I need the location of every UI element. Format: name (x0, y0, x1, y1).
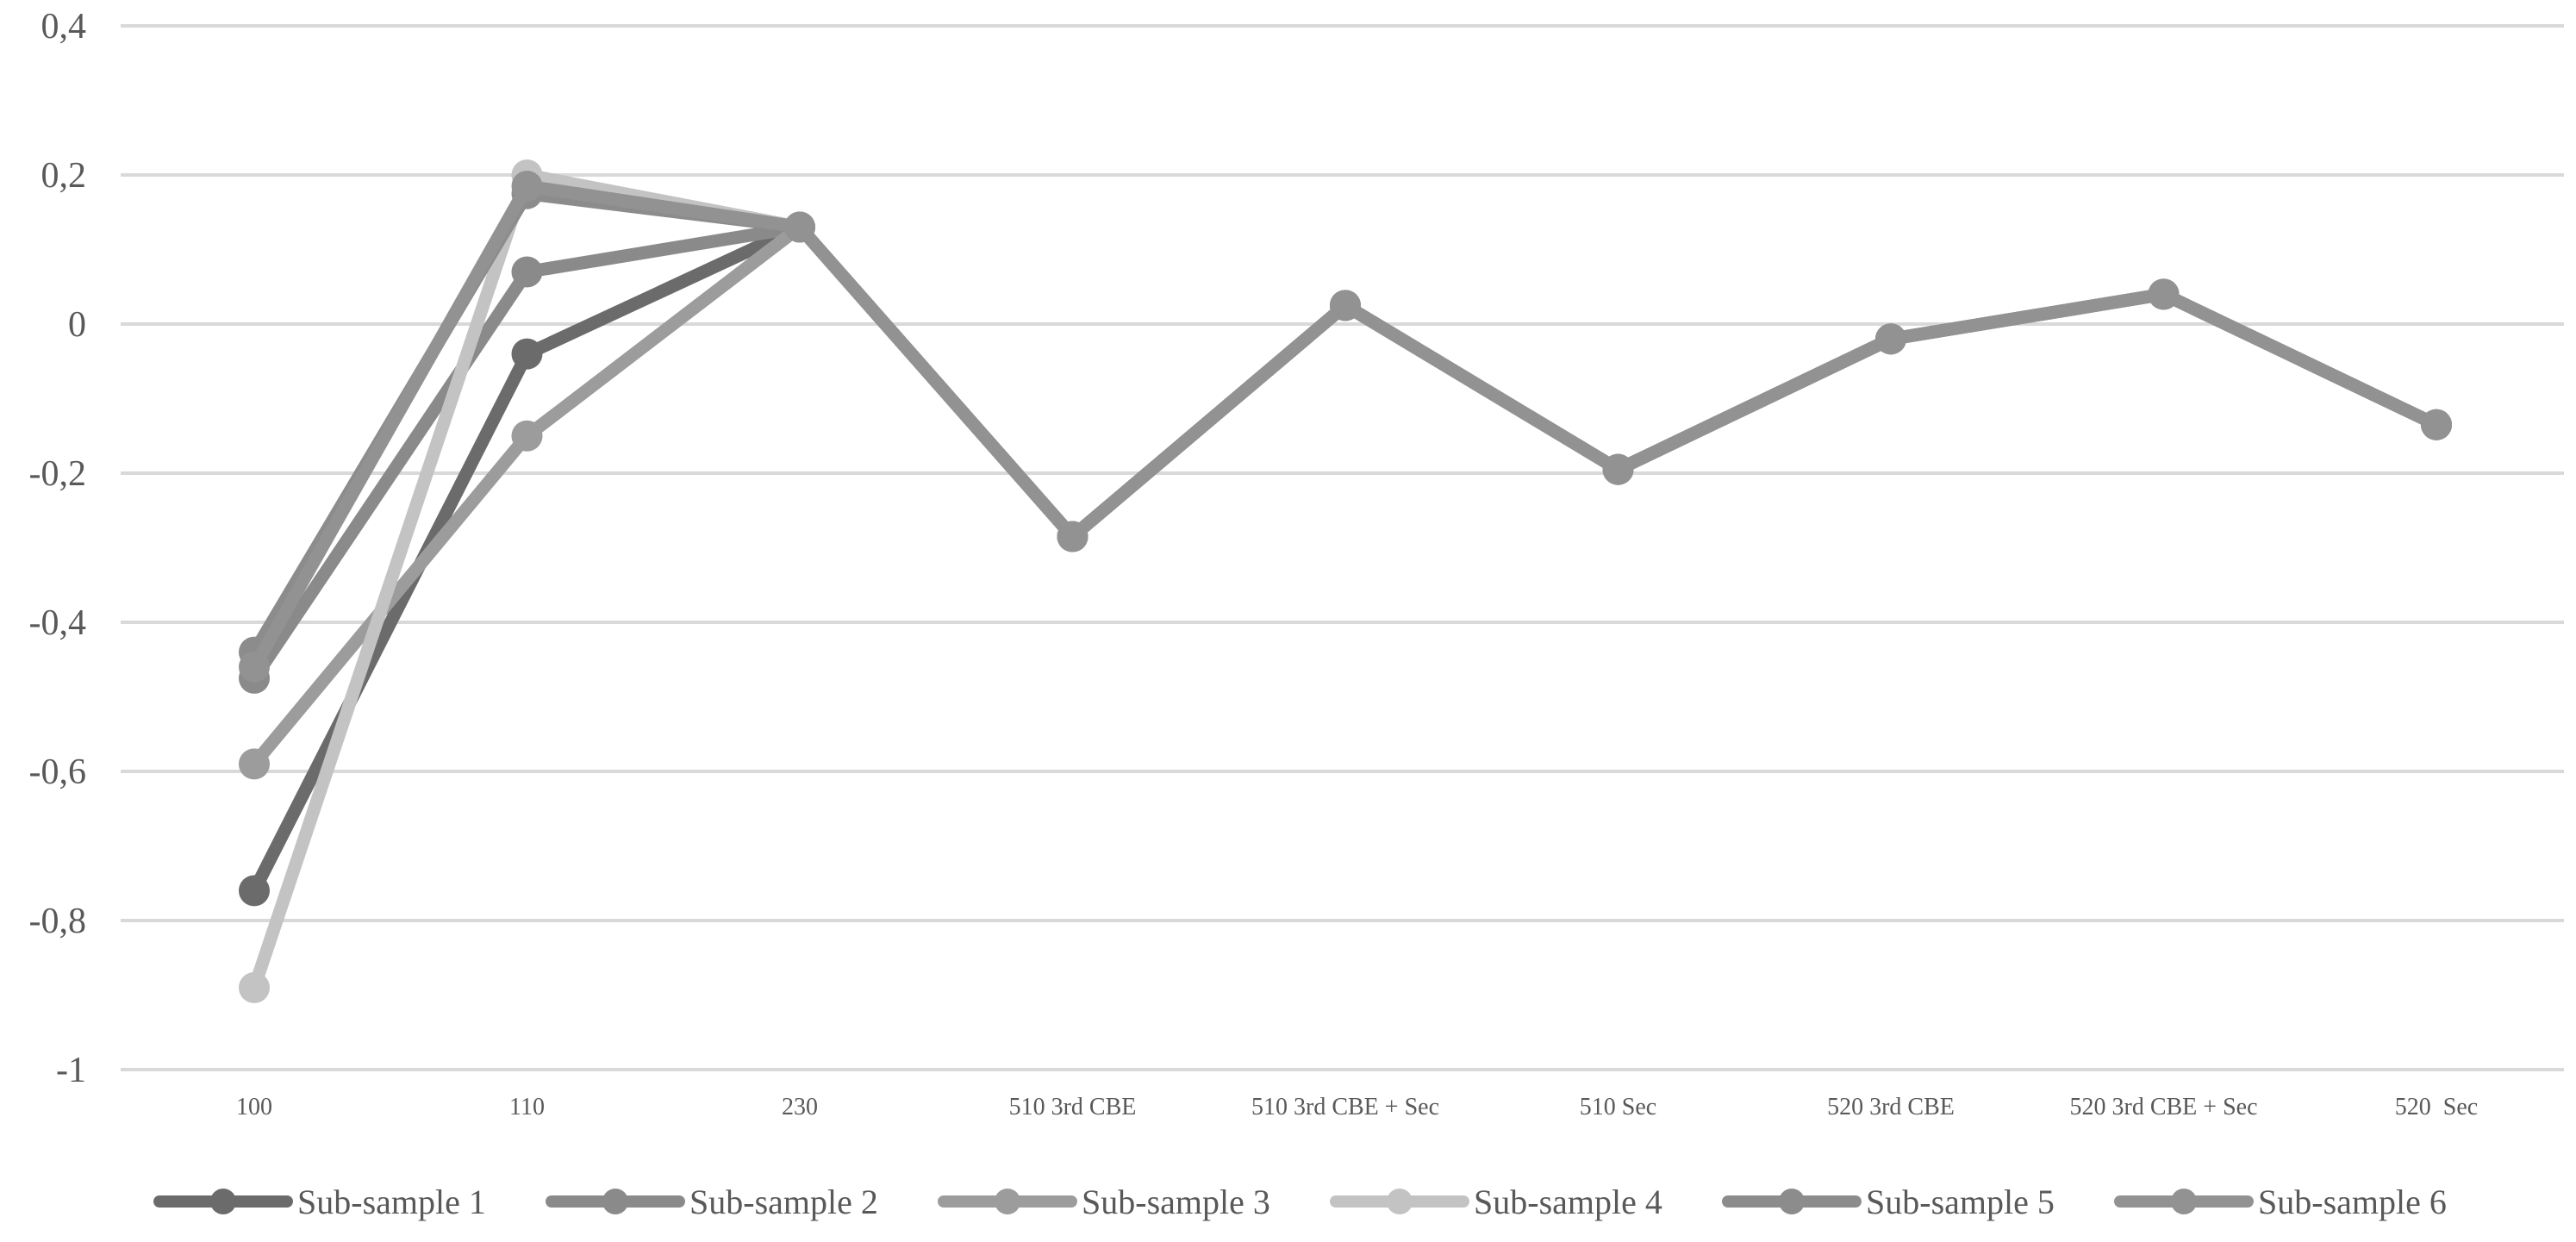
x-axis-tick-labels: 100 110 230 510 3rd CBE 510 3rd CBE + Sec 510… (236, 1094, 2478, 1120)
data-point (511, 338, 543, 370)
y-tick-label: -0,2 (29, 454, 87, 494)
data-point (511, 420, 543, 452)
x-tick-label: 510 3rd CBE + Sec (1251, 1094, 1439, 1120)
legend-label: Sub-sample 2 (689, 1183, 878, 1221)
legend-swatch-marker (210, 1189, 236, 1214)
data-point (2421, 409, 2452, 440)
legend-label: Sub-sample 1 (297, 1183, 486, 1221)
legend-swatch-marker (995, 1189, 1020, 1214)
gridlines (121, 24, 2564, 1071)
legend-item: Sub-sample 1 (153, 1183, 486, 1221)
series-sub-sample-6 (239, 170, 2452, 683)
y-tick-label: 0,2 (41, 156, 87, 196)
data-point (1602, 453, 1634, 485)
x-tick-label: 520 3rd CBE (1827, 1094, 1955, 1120)
y-tick-label: 0 (68, 305, 86, 345)
y-tick-label: -0,4 (29, 603, 87, 643)
y-tick-label: 0,4 (41, 7, 87, 47)
data-point (511, 170, 543, 202)
legend-item: Sub-sample 4 (1330, 1183, 1662, 1221)
legend-item: Sub-sample 6 (2114, 1183, 2447, 1221)
legend-swatch-marker (1387, 1189, 1413, 1214)
legend-label: Sub-sample 5 (1866, 1183, 2055, 1221)
y-tick-label: -1 (56, 1051, 86, 1090)
x-tick-label: 110 (509, 1094, 545, 1120)
x-tick-label: 520 3rd CBE + Sec (2070, 1094, 2258, 1120)
legend-swatch-marker (602, 1189, 628, 1214)
x-tick-label: 510 3rd CBE (1009, 1094, 1137, 1120)
legend-swatch-marker (2171, 1189, 2197, 1214)
data-point (239, 651, 270, 683)
data-point (1057, 521, 1088, 552)
series-sub-sample-4 (239, 159, 2452, 1003)
data-point (239, 875, 270, 907)
x-tick-label: 230 (782, 1094, 818, 1120)
legend: Sub-sample 1 Sub-sample 2 Sub-sample 3 Sub-… (153, 1183, 2447, 1221)
legend-item: Sub-sample 2 (546, 1183, 878, 1221)
legend-label: Sub-sample 6 (2258, 1183, 2447, 1221)
legend-item: Sub-sample 5 (1722, 1183, 2055, 1221)
data-point (2148, 278, 2180, 310)
data-point (239, 748, 270, 780)
series-sub-sample-5 (239, 178, 2452, 668)
y-axis-tick-labels: 0,4 0,2 0 -0,2 -0,4 -0,6 -0,8 -1 (29, 7, 87, 1090)
legend-label: Sub-sample 3 (1082, 1183, 1270, 1221)
series-lines (239, 159, 2452, 1003)
data-point (1875, 323, 1906, 355)
data-point (511, 256, 543, 288)
legend-label: Sub-sample 4 (1474, 1183, 1662, 1221)
y-tick-label: -0,8 (29, 902, 87, 941)
y-tick-label: -0,6 (29, 752, 87, 792)
legend-item: Sub-sample 3 (938, 1183, 1270, 1221)
legend-swatch-marker (1779, 1189, 1805, 1214)
x-tick-label: 520 Sec (2395, 1094, 2478, 1120)
series-line (247, 221, 2443, 897)
data-point (239, 971, 270, 1003)
x-tick-label: 100 (236, 1094, 272, 1120)
x-tick-label: 510 Sec (1580, 1094, 1656, 1120)
data-point (1330, 290, 1361, 321)
data-point (784, 211, 815, 243)
